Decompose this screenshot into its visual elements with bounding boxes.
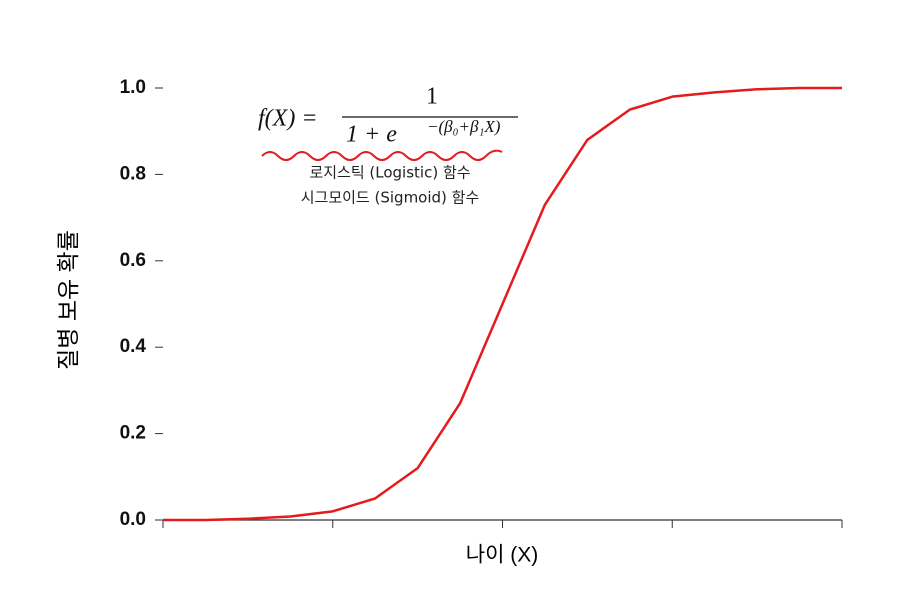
y-tick-label: 0.2: [120, 423, 146, 444]
y-tick-label: 0.4: [120, 336, 147, 357]
y-tick-label: 0.0: [120, 509, 146, 530]
y-tick-label: 0.8: [120, 163, 146, 184]
y-tick-label: 1.0: [120, 77, 146, 98]
formula-denominator: 1 + e: [346, 122, 397, 148]
annotation: 시그모이드 (Sigmoid) 함수: [301, 189, 480, 207]
formula-numerator: 1: [426, 84, 438, 110]
line: [163, 86, 842, 522]
annotation: 로지스틱 (Logistic) 함수: [309, 164, 470, 182]
y-axis-label: 질병 보유 확률: [55, 230, 81, 370]
y-tick-label: 0.6: [120, 250, 146, 271]
formula-lhs: f(X) =: [258, 106, 318, 132]
formula-exponent: −(β₀+β₁X): [427, 117, 501, 136]
x-axis-label: 나이 (X): [466, 544, 538, 567]
wavy-underline: [261, 149, 503, 161]
